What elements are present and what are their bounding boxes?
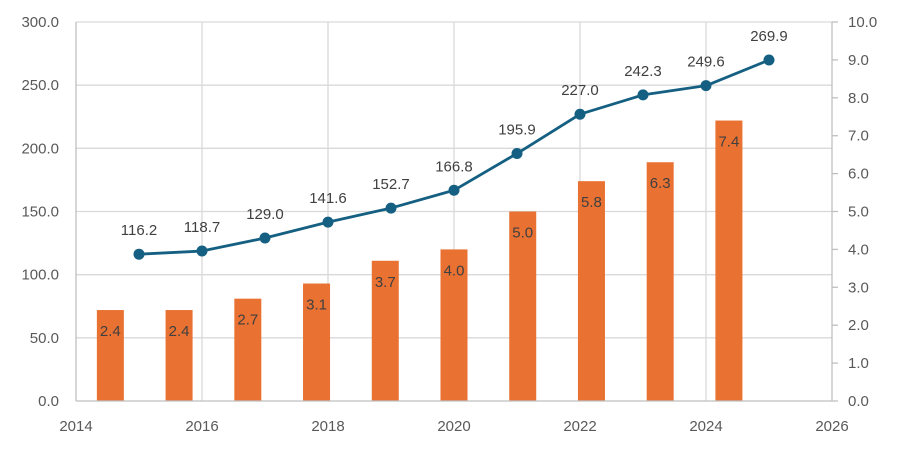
bar-data-label: 2.4	[169, 323, 190, 340]
bar-data-label: 4.0	[444, 262, 465, 279]
line-point	[259, 232, 271, 244]
line-data-label: 249.6	[687, 54, 725, 71]
line-data-label: 227.0	[561, 82, 599, 99]
y-right-tick-label: 4.0	[848, 241, 869, 258]
y-left-tick-label: 100.0	[21, 267, 59, 284]
y-right-tick-label: 8.0	[848, 90, 869, 107]
bar-data-label: 5.8	[581, 194, 602, 211]
y-right-tick-label: 2.0	[848, 317, 869, 334]
x-tick-label: 2024	[689, 418, 722, 435]
line-point	[700, 80, 712, 92]
y-right-tick-label: 6.0	[848, 166, 869, 183]
line-point	[763, 54, 775, 66]
bar-data-label: 3.1	[306, 297, 327, 314]
line-data-label: 195.9	[498, 122, 536, 139]
y-right-tick-label: 5.0	[848, 204, 869, 221]
line-point	[133, 248, 145, 260]
y-left-tick-label: 150.0	[21, 204, 59, 221]
bar	[646, 162, 674, 401]
bar	[234, 298, 262, 401]
line-point	[322, 216, 334, 228]
bar-data-label: 3.7	[375, 274, 396, 291]
data-labels: 2.4 2.4 2.7 3.1 3.7 4.0 5.0 5.8 6.3 7.4 116.2 118.7…	[100, 28, 788, 340]
bar-series	[96, 120, 743, 401]
y-right-tick-label: 3.0	[848, 279, 869, 296]
line-data-label: 116.2	[121, 222, 157, 239]
x-tick-label: 2018	[311, 418, 344, 435]
bar-data-label: 2.7	[237, 312, 258, 329]
line-point	[196, 245, 208, 257]
line-data-label: 242.3	[624, 63, 662, 80]
line-point	[637, 89, 649, 101]
y-left-tick-label: 250.0	[21, 77, 59, 94]
bar-data-label: 2.4	[100, 323, 121, 340]
line-point	[448, 184, 460, 196]
x-tick-label: 2022	[563, 418, 596, 435]
y-right-tick-label: 7.0	[848, 128, 869, 145]
y-left-tick-label: 50.0	[30, 330, 59, 347]
line-data-label: 118.7	[184, 219, 220, 236]
line-series	[133, 54, 775, 260]
y-right-tick-label: 1.0	[848, 355, 869, 372]
bar-data-label: 6.3	[650, 175, 671, 192]
x-tick-label: 2020	[437, 418, 470, 435]
line-data-label: 141.6	[309, 190, 347, 207]
bar	[577, 181, 605, 401]
y-right-tick-label: 9.0	[848, 52, 869, 69]
y-left-tick-label: 0.0	[38, 393, 59, 410]
bar	[371, 260, 399, 401]
bar	[303, 283, 331, 401]
y-right-tick-label: 10.0	[848, 14, 877, 31]
line-data-label: 166.8	[435, 158, 473, 175]
bar	[440, 249, 468, 401]
x-tick-label: 2016	[185, 418, 218, 435]
y-right-tick-label: 0.0	[848, 393, 869, 410]
bar	[96, 310, 124, 401]
line-point	[385, 202, 397, 214]
bar-data-label: 7.4	[718, 134, 739, 151]
line-point	[574, 108, 586, 120]
line-point	[511, 148, 523, 160]
bar	[165, 310, 193, 401]
bar	[715, 120, 743, 401]
x-tick-label: 2014	[59, 418, 92, 435]
bar-data-label: 5.0	[512, 225, 533, 242]
y-left-tick-label: 200.0	[21, 140, 59, 157]
axes: 0.0 50.0 100.0 150.0 200.0 250.0 300.0 2014 2016…	[21, 14, 877, 435]
line-data-label: 152.7	[372, 176, 410, 193]
line-data-label: 269.9	[750, 28, 788, 45]
bar	[509, 211, 537, 401]
y-left-tick-label: 300.0	[21, 14, 59, 31]
x-tick-label: 2026	[815, 418, 848, 435]
line-data-label: 129.0	[246, 206, 284, 223]
